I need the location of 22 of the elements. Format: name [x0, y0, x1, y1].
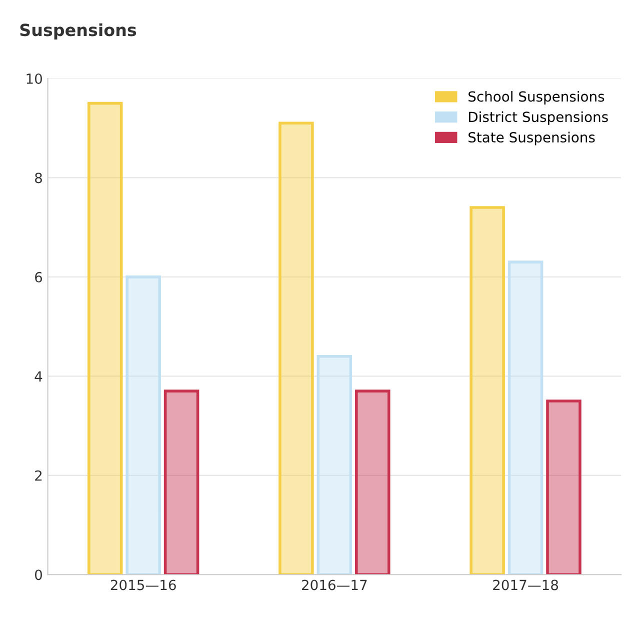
bar [546, 400, 582, 575]
bar [164, 390, 200, 575]
x-tick-label: 2017—18 [493, 580, 558, 590]
bar [126, 276, 161, 575]
y-tick-label: 8 [35, 172, 42, 184]
bar [355, 390, 390, 575]
bar [278, 122, 314, 575]
bar [470, 206, 505, 575]
y-tick-label: 10 [26, 73, 42, 84]
bar [508, 260, 544, 575]
chart-title: Suspensions [20, 23, 136, 40]
x-tick-label: 2016—17 [302, 580, 367, 590]
legend-label: District Suspensions [468, 111, 608, 125]
legend-label: State Suspensions [468, 132, 595, 146]
bar [87, 102, 123, 575]
y-tick-label: 2 [35, 470, 42, 481]
y-tick-label: 4 [34, 371, 42, 382]
bar [316, 354, 352, 575]
x-tick-label: 2015—16 [110, 580, 176, 590]
legend-label: School Suspensions [468, 91, 604, 104]
y-tick-label: 6 [35, 272, 42, 282]
y-tick-label: 0 [34, 570, 42, 580]
